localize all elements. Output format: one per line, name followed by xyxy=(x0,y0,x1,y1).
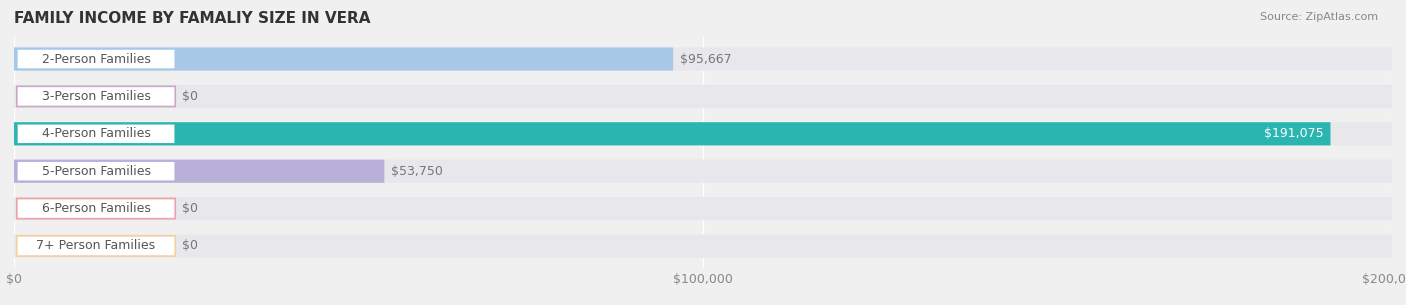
FancyBboxPatch shape xyxy=(17,86,176,106)
FancyBboxPatch shape xyxy=(14,122,1392,145)
FancyBboxPatch shape xyxy=(14,122,1330,145)
Text: $0: $0 xyxy=(183,202,198,215)
FancyBboxPatch shape xyxy=(14,160,384,183)
Text: $191,075: $191,075 xyxy=(1264,127,1323,140)
Text: $0: $0 xyxy=(183,239,198,253)
FancyBboxPatch shape xyxy=(14,85,1392,108)
Text: 5-Person Families: 5-Person Families xyxy=(42,165,150,178)
FancyBboxPatch shape xyxy=(14,48,1392,71)
FancyBboxPatch shape xyxy=(17,236,176,256)
Text: $0: $0 xyxy=(183,90,198,103)
Text: 2-Person Families: 2-Person Families xyxy=(42,52,150,66)
FancyBboxPatch shape xyxy=(17,161,176,181)
FancyBboxPatch shape xyxy=(17,199,176,219)
FancyBboxPatch shape xyxy=(14,234,1392,257)
FancyBboxPatch shape xyxy=(14,197,1392,220)
Text: $95,667: $95,667 xyxy=(681,52,731,66)
Text: $53,750: $53,750 xyxy=(391,165,443,178)
FancyBboxPatch shape xyxy=(17,124,176,144)
FancyBboxPatch shape xyxy=(14,160,1392,183)
Text: 7+ Person Families: 7+ Person Families xyxy=(37,239,156,253)
Text: 6-Person Families: 6-Person Families xyxy=(42,202,150,215)
Text: FAMILY INCOME BY FAMALIY SIZE IN VERA: FAMILY INCOME BY FAMALIY SIZE IN VERA xyxy=(14,11,371,26)
Text: 4-Person Families: 4-Person Families xyxy=(42,127,150,140)
Text: Source: ZipAtlas.com: Source: ZipAtlas.com xyxy=(1260,12,1378,22)
Text: 3-Person Families: 3-Person Families xyxy=(42,90,150,103)
FancyBboxPatch shape xyxy=(14,48,673,71)
FancyBboxPatch shape xyxy=(17,49,176,69)
